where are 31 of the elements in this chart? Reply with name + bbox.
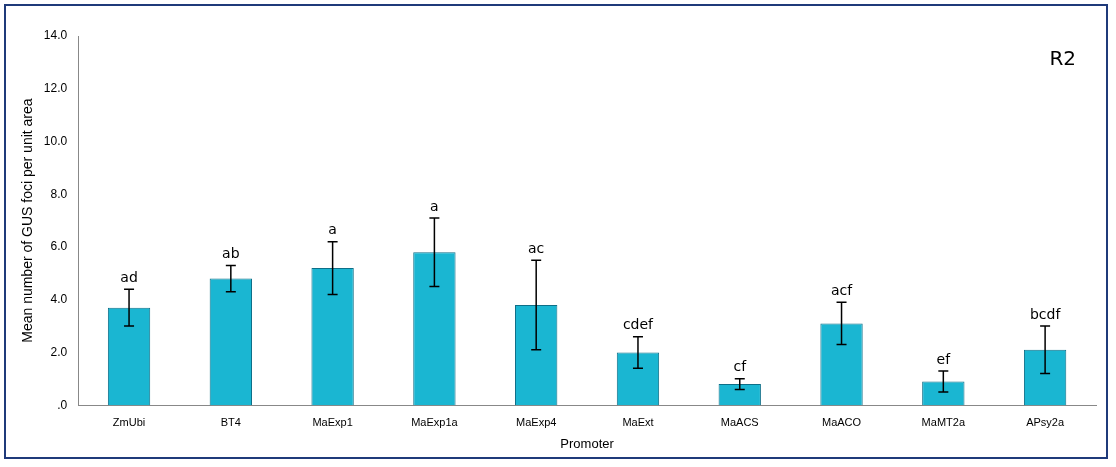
annotation: ef (936, 350, 952, 367)
annotation: ac (528, 239, 545, 256)
annotation: a (430, 197, 439, 214)
x-tick-label: MaACO (821, 415, 862, 428)
y-tick-label: 10.0 (43, 133, 68, 148)
y-tick-label: 14.0 (43, 28, 68, 43)
y-tick-label: .0 (57, 397, 68, 412)
y-tick-label: 12.0 (43, 81, 68, 96)
x-axis-title: Promoter (560, 435, 615, 451)
x-tick-label: MaExp1 (312, 415, 353, 428)
annotation: cf (733, 358, 748, 375)
y-tick-label: 8.0 (50, 186, 68, 201)
annotation: cdef (622, 316, 655, 333)
x-tick-label: MaACS (720, 415, 759, 428)
y-tick-label: 2.0 (50, 344, 68, 359)
annotation: a (328, 221, 337, 238)
y-tick-label: 4.0 (50, 292, 68, 307)
annotation: ad (120, 268, 138, 285)
x-tick-label: APsy2a (1026, 415, 1065, 428)
x-tick-label: MaExp4 (516, 415, 557, 428)
x-tick-label: ZmUbi (112, 415, 146, 428)
annotation: R2 (1049, 46, 1076, 70)
annotation: acf (830, 281, 854, 298)
x-tick-label: MaMT2a (921, 415, 966, 428)
x-tick-label: BT4 (220, 415, 241, 428)
y-axis-title: Mean number of GUS foci per unit area (19, 98, 36, 343)
annotation: ab (222, 245, 240, 262)
y-tick-label: 6.0 (50, 239, 68, 254)
annotation: bcdf (1029, 305, 1062, 322)
x-tick-label: MaExt (622, 415, 654, 428)
x-tick-label: MaExp1a (411, 415, 459, 428)
